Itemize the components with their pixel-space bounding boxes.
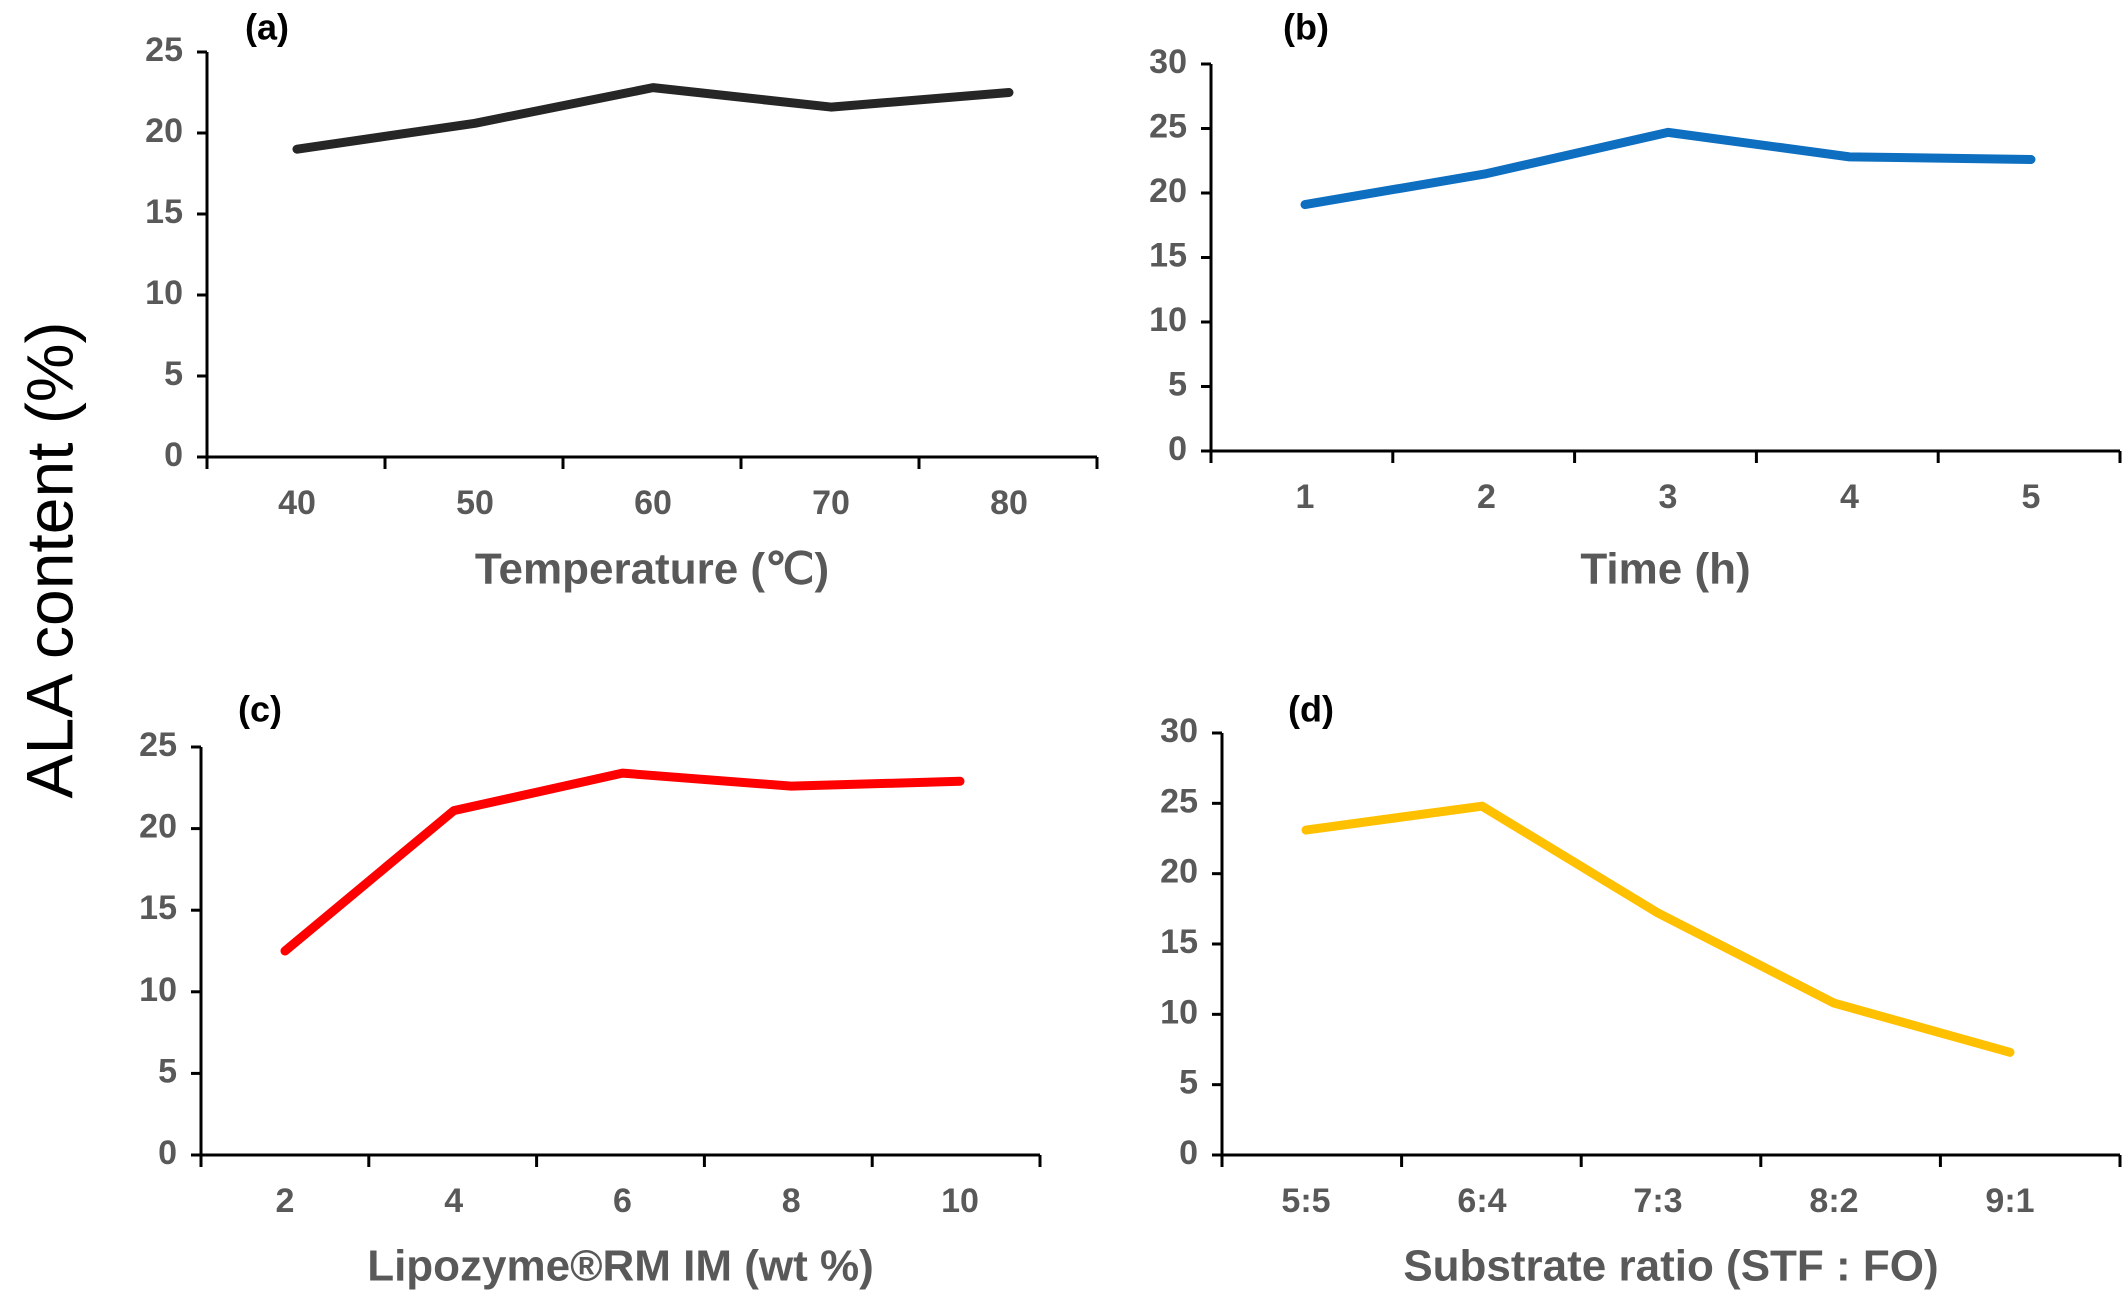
x-tick-label: 7:3	[1633, 1182, 1682, 1220]
y-tick-label: 25	[145, 31, 183, 69]
x-axis-title: Substrate ratio (STF : FO)	[1403, 1242, 1938, 1291]
x-axis-title: Temperature (℃)	[475, 545, 829, 594]
y-tick-label: 0	[158, 1134, 177, 1172]
series-line	[292, 83, 1014, 154]
x-tick-label: 1	[1296, 478, 1315, 516]
series-line	[1301, 801, 2015, 1057]
chart-panel-b: (b) 0 5 10 15 20 25 30 1 2 3 4 5 Time (h)	[1149, 7, 2122, 594]
x-tick-label: 5	[2022, 478, 2041, 516]
panel-label: (c)	[238, 689, 282, 730]
y-tick-label: 5	[164, 355, 183, 393]
panel-label: (b)	[1283, 7, 1329, 48]
y-tick-label: 20	[139, 808, 177, 846]
y-tick-label: 0	[1168, 430, 1187, 468]
x-axis-title: Time (h)	[1580, 545, 1750, 594]
x-tick-label: 10	[941, 1182, 979, 1220]
y-tick-label: 15	[1149, 236, 1187, 274]
y-tick-label: 15	[1160, 923, 1198, 961]
y-tick-label: 0	[164, 436, 183, 474]
x-tick-label: 70	[812, 484, 850, 522]
chart-panel-d: (d) 0 5 10 15 20 25 30 5:5 6:4 7:3 8:2 9:1 Substrate …	[1160, 689, 2122, 1291]
chart-panel-a: (a) 0 5 10 15 20 25 40 50 60 70 80 Temperature (℃)	[145, 7, 1099, 594]
x-tick-label: 3	[1659, 478, 1678, 516]
shared-y-axis-label: ALA content (%)	[12, 322, 86, 799]
x-tick-label: 4	[444, 1182, 463, 1220]
y-tick-label: 30	[1160, 712, 1198, 750]
series-line	[280, 768, 965, 956]
y-tick-label: 10	[145, 274, 183, 312]
y-tick-label: 10	[1149, 301, 1187, 339]
x-tick-label: 60	[634, 484, 672, 522]
series-line	[1300, 127, 2036, 210]
x-tick-label: 8	[782, 1182, 801, 1220]
x-tick-label: 80	[990, 484, 1028, 522]
x-tick-label: 2	[1477, 478, 1496, 516]
y-tick-label: 25	[1149, 107, 1187, 145]
y-tick-label: 25	[139, 726, 177, 764]
y-tick-label: 15	[145, 193, 183, 231]
x-tick-label: 5:5	[1281, 1182, 1330, 1220]
y-tick-label: 25	[1160, 782, 1198, 820]
x-tick-label: 6:4	[1457, 1182, 1506, 1220]
y-tick-label: 10	[1160, 993, 1198, 1031]
x-tick-label: 8:2	[1809, 1182, 1858, 1220]
x-tick-label: 4	[1840, 478, 1859, 516]
y-tick-label: 30	[1149, 43, 1187, 81]
y-tick-label: 0	[1179, 1134, 1198, 1172]
y-tick-label: 20	[1160, 853, 1198, 891]
y-tick-label: 15	[139, 889, 177, 927]
x-tick-label: 9:1	[1985, 1182, 2034, 1220]
x-tick-label: 40	[278, 484, 316, 522]
x-tick-label: 50	[456, 484, 494, 522]
y-tick-label: 5	[158, 1052, 177, 1090]
x-tick-label: 2	[276, 1182, 295, 1220]
chart-panel-c: (c) 0 5 10 15 20 25 2 4 6 8 10 Lipozyme®RM IM (wt %)	[139, 689, 1042, 1291]
x-tick-label: 6	[613, 1182, 632, 1220]
y-tick-label: 5	[1179, 1064, 1198, 1102]
y-tick-label: 20	[145, 112, 183, 150]
x-axis-title: Lipozyme®RM IM (wt %)	[367, 1242, 874, 1291]
panel-label: (d)	[1288, 689, 1334, 730]
y-tick-label: 20	[1149, 172, 1187, 210]
y-tick-label: 10	[139, 971, 177, 1009]
panel-label: (a)	[245, 7, 289, 48]
y-tick-label: 5	[1168, 365, 1187, 403]
